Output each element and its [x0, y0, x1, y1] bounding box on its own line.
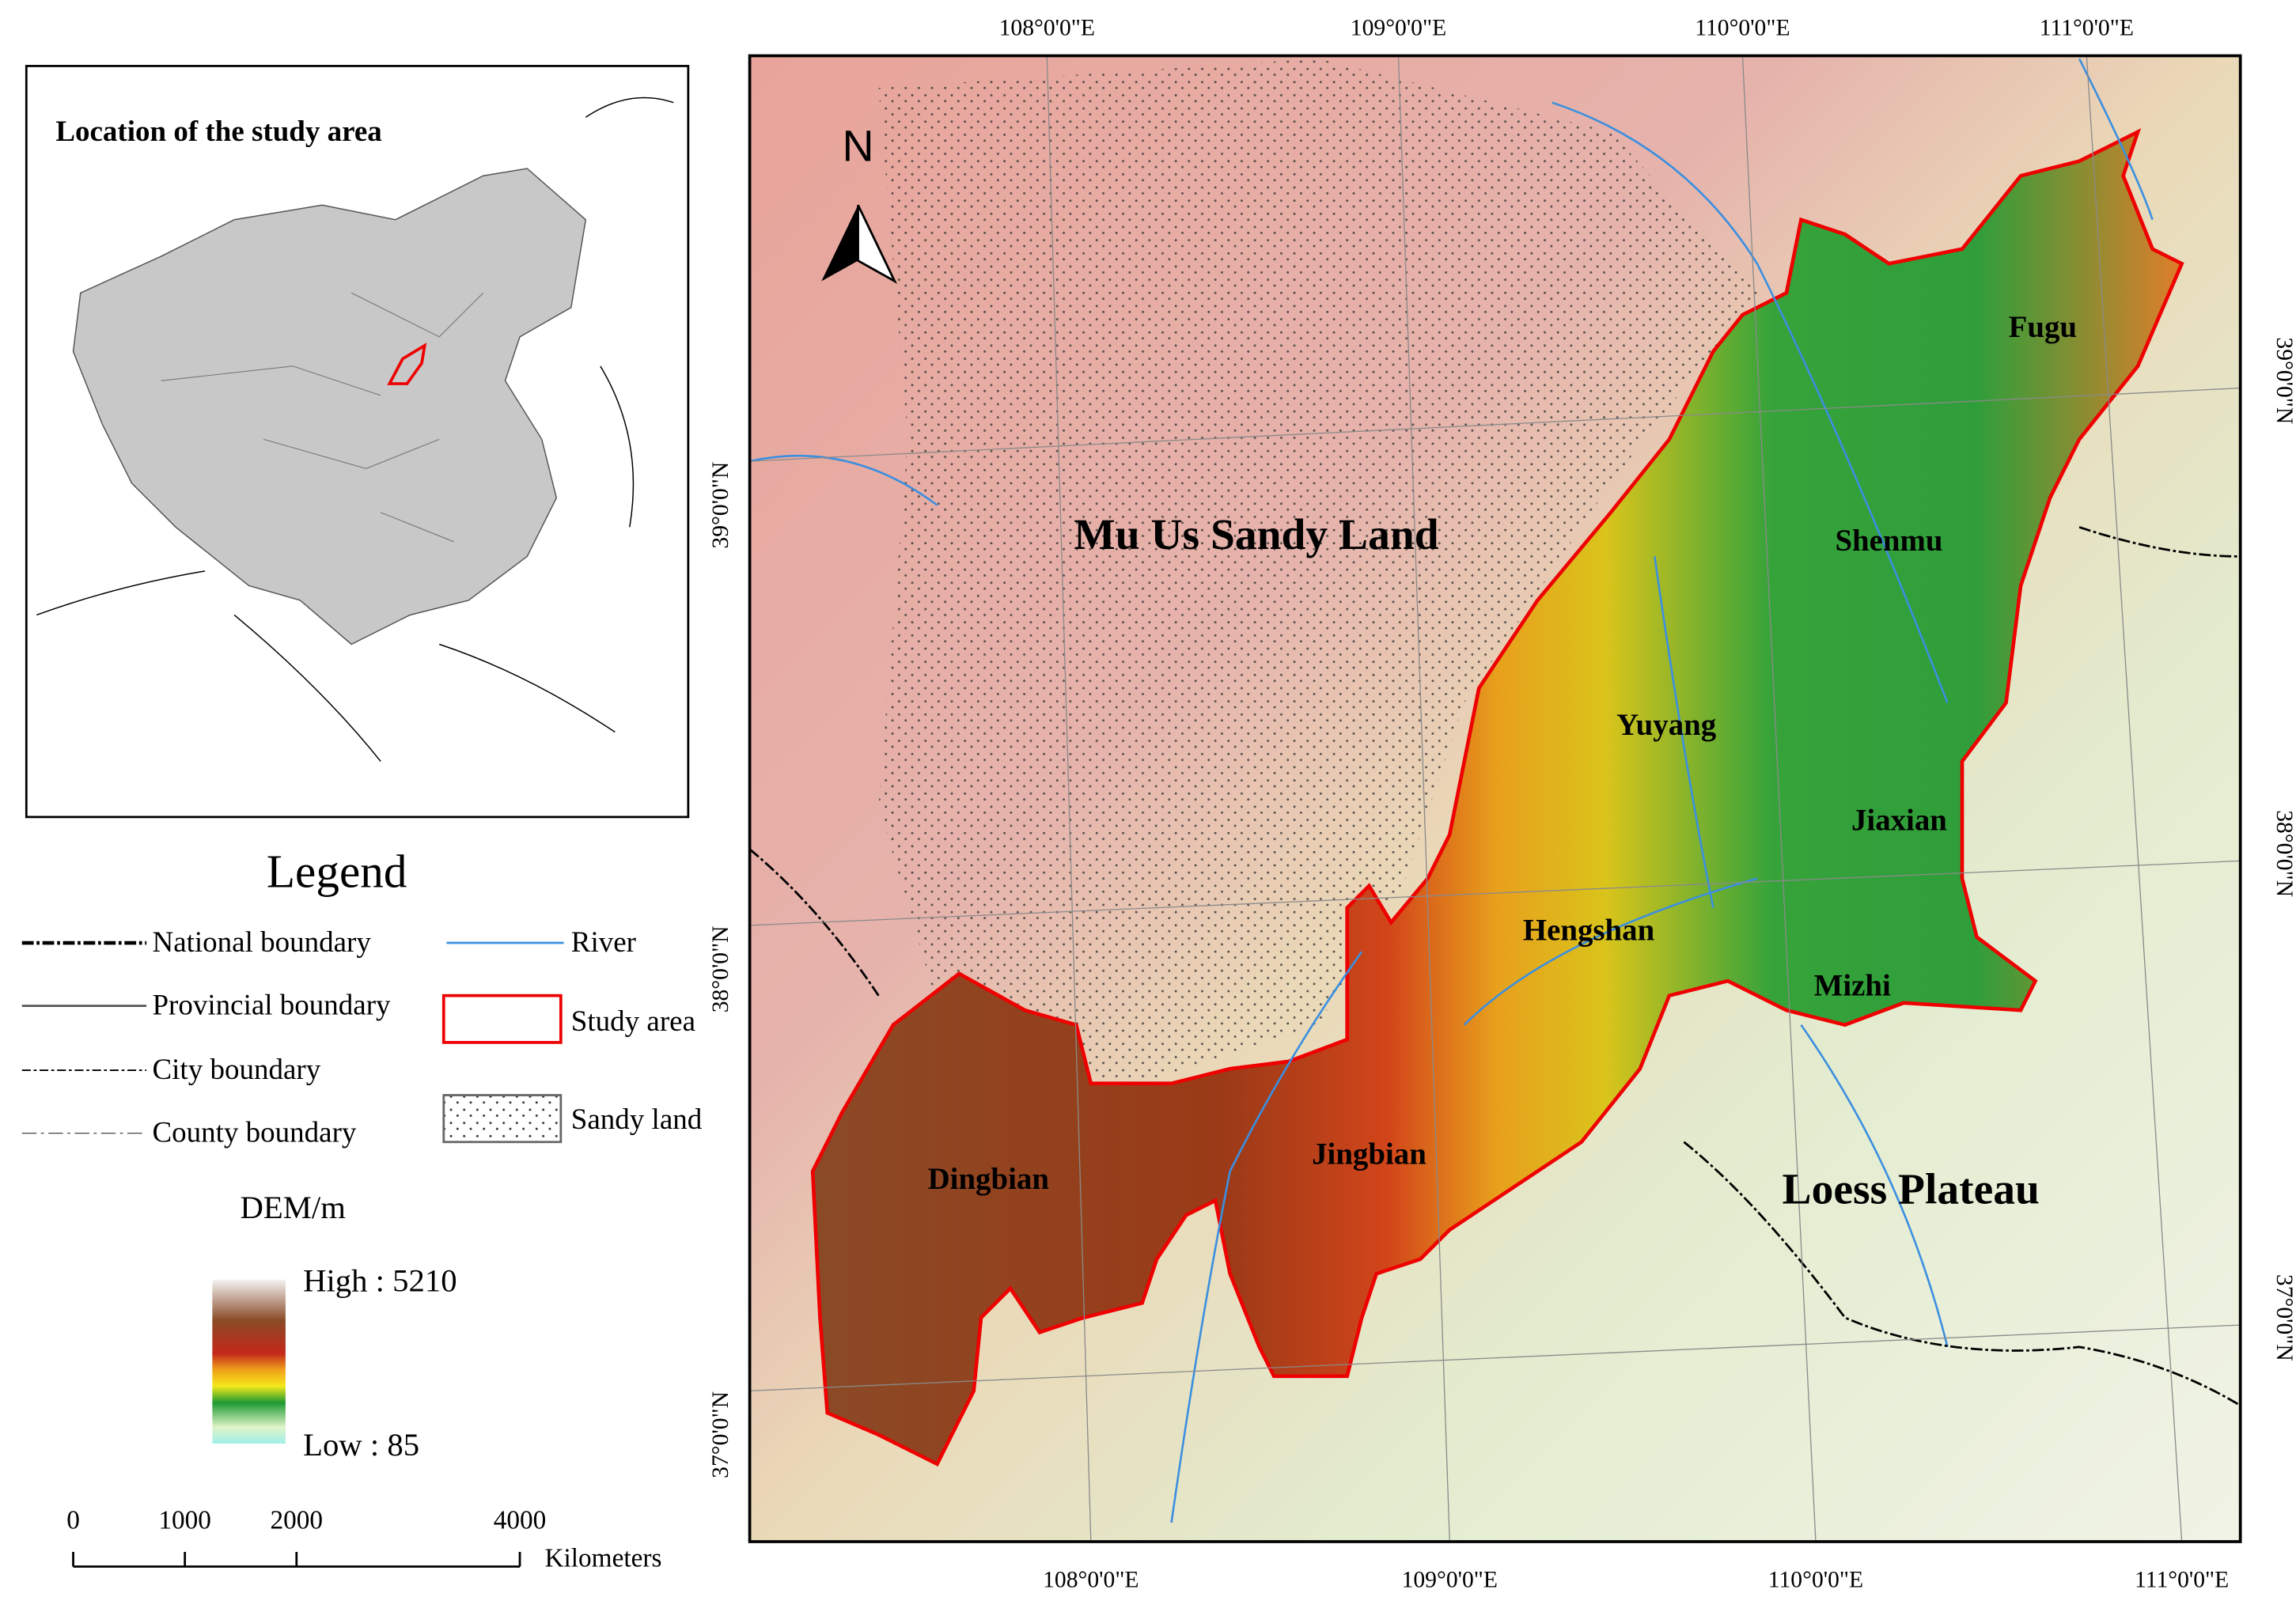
- top-label: 108°0'0"E: [999, 16, 1095, 41]
- place-label: Fugu: [2009, 310, 2077, 344]
- bottom-label: 111°0'0"E: [2135, 1567, 2229, 1592]
- sandy-land: [878, 59, 1757, 1084]
- meridian: [1741, 55, 1817, 1542]
- dem-ramp: [212, 1279, 286, 1444]
- right-label: 38°0'0"N: [2271, 810, 2296, 897]
- place-label: Hengshan: [1523, 913, 1655, 947]
- national-boundaries: [749, 526, 2241, 1407]
- scale-tick-label: 0: [66, 1505, 80, 1535]
- dem-title: DEM/m: [240, 1190, 346, 1225]
- legend-item: Study area: [571, 1005, 695, 1038]
- meridian: [1046, 55, 1092, 1542]
- meridian: [1397, 55, 1450, 1542]
- main-map: N Mu Us Sandy Land Shenmu Fugu Yuyang Jiaxia…: [708, 16, 2296, 1593]
- left-label: 38°0'0"N: [708, 925, 733, 1012]
- study-area-inset: [387, 343, 427, 385]
- graticule: [749, 55, 2241, 1542]
- graticule-labels: 108°0'0"E 109°0'0"E 110°0'0"E 111°0'0"E 108°…: [708, 16, 2296, 1593]
- dem-low: Low : 85: [303, 1427, 419, 1463]
- place-labels: Mu Us Sandy Land Shenmu Fugu Yuyang Jiaxian H…: [928, 310, 2077, 1214]
- place-label: Dingbian: [928, 1162, 1050, 1196]
- legend-item: Sandy land: [571, 1103, 703, 1136]
- place-label: Shenmu: [1835, 524, 1942, 558]
- bottom-label: 110°0'0"E: [1768, 1567, 1863, 1592]
- north-arrow: N: [821, 122, 897, 284]
- inset: Location of the study area: [25, 65, 690, 819]
- place-label: Yuyang: [1616, 708, 1717, 742]
- right-label: 39°0'0"N: [2271, 337, 2296, 424]
- legend-item: River: [571, 926, 636, 959]
- legend-item: City boundary: [152, 1054, 320, 1086]
- legend-item: County boundary: [152, 1117, 356, 1149]
- legend-item: Provincial boundary: [152, 990, 391, 1022]
- meridian: [2086, 55, 2183, 1542]
- sandy-land-symbol: [442, 1094, 563, 1144]
- legend: Legend DEM/m High : 5210 Low : 85 Kilome…: [21, 846, 703, 1572]
- place-label: Mizhi: [1814, 969, 1891, 1003]
- map-frame: [748, 54, 2242, 1543]
- map-body: N Mu Us Sandy Land Shenmu Fugu Yuyang Jiaxia…: [749, 55, 2241, 1542]
- china-shape: [72, 168, 587, 645]
- coastlines: [36, 97, 674, 763]
- scale-tick-label: 2000: [270, 1505, 323, 1535]
- scale-tick-label: 4000: [494, 1505, 547, 1535]
- top-label: 110°0'0"E: [1695, 16, 1790, 41]
- bottom-label: 108°0'0"E: [1043, 1567, 1139, 1592]
- north-label: N: [843, 122, 874, 171]
- parallel: [749, 860, 2241, 926]
- scale-unit: Kilometers: [544, 1543, 661, 1572]
- scale-tick-label: 1000: [158, 1505, 211, 1535]
- place-label: Mu Us Sandy Land: [1074, 511, 1438, 559]
- place-label: Jiaxian: [1851, 804, 1947, 838]
- inset-title: Location of the study area: [55, 115, 381, 148]
- bottom-label: 109°0'0"E: [1402, 1567, 1498, 1592]
- parallel: [749, 1324, 2241, 1392]
- top-label: 109°0'0"E: [1351, 16, 1446, 41]
- right-label: 37°0'0"N: [2271, 1274, 2296, 1361]
- legend-title: Legend: [267, 846, 407, 898]
- study-area-symbol: [441, 993, 563, 1044]
- place-label: Loess Plateau: [1783, 1165, 2040, 1213]
- legend-item: National boundary: [152, 926, 371, 959]
- top-label: 111°0'0"E: [2040, 16, 2134, 41]
- left-label: 39°0'0"N: [708, 462, 733, 549]
- left-label: 37°0'0"N: [708, 1391, 733, 1478]
- province-lines: [161, 292, 484, 543]
- rivers: [749, 58, 2154, 1523]
- place-label: Jingbian: [1312, 1137, 1426, 1171]
- parallel: [749, 387, 2241, 462]
- dem-high: High : 5210: [303, 1263, 457, 1299]
